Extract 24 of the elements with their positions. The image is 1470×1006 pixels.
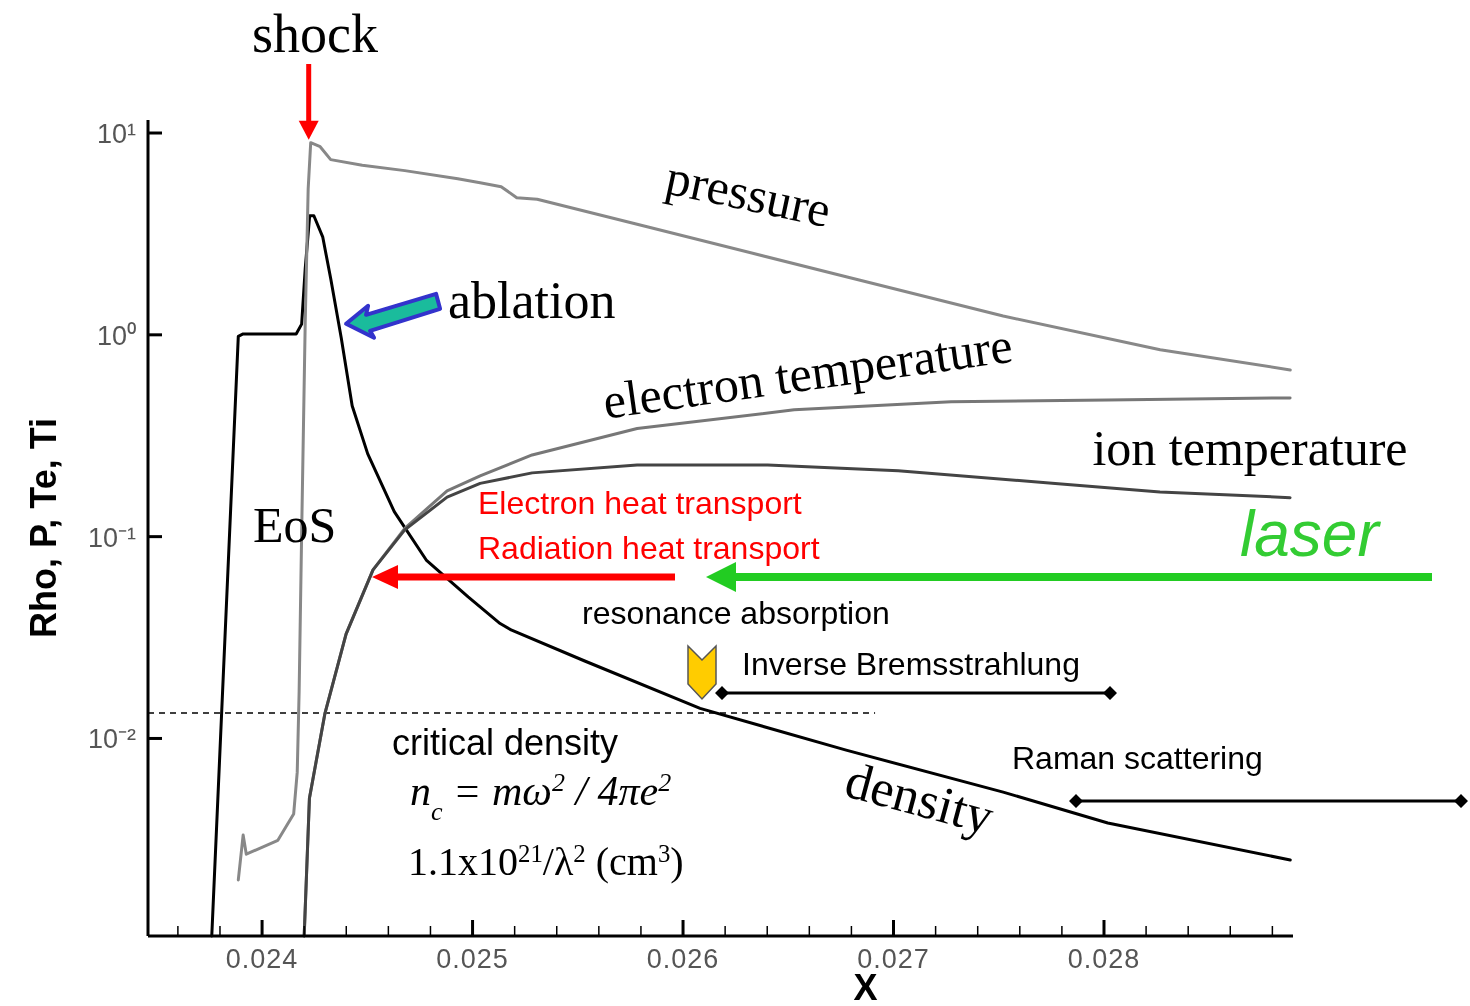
annotation: n$_{c}$ = mω$^{2}$ / 4πe$^{2}$	[410, 767, 672, 826]
annotation: Raman scattering	[1012, 740, 1263, 776]
text: pressure	[661, 148, 836, 239]
y-tick-label: 10¹	[96, 119, 136, 150]
annotation: ablation	[448, 272, 616, 329]
annotation: 1.1x10$^{21}$/λ$^{2}$ (cm$^{3}$)	[408, 839, 684, 884]
y-tick-label: 10⁰	[96, 320, 136, 351]
annotation: critical density	[392, 722, 619, 763]
annotation: resonance absorption	[582, 595, 890, 631]
y-tick-label: 10⁻²	[87, 724, 136, 755]
series-label: ion temperature	[1092, 420, 1408, 476]
x-tick-label: 0.026	[646, 944, 720, 974]
annotation: Inverse Bremsstrahlung	[742, 646, 1080, 682]
annotation: Electron heat transport	[478, 485, 802, 521]
annotation: Radiation heat transport	[478, 530, 820, 566]
y-axis-title: Rho, P, Te, Ti	[23, 417, 64, 639]
y-tick-label: 10⁻¹	[87, 522, 136, 553]
annotation: EoS	[253, 497, 337, 553]
annotation: shock	[252, 4, 378, 64]
x-tick-label: 0.024	[225, 944, 299, 974]
annotation: laser	[1240, 498, 1382, 570]
x-tick-label: 0.025	[436, 944, 509, 974]
legend-label: density	[839, 751, 1000, 846]
x-tick-label: 0.028	[1067, 944, 1141, 974]
